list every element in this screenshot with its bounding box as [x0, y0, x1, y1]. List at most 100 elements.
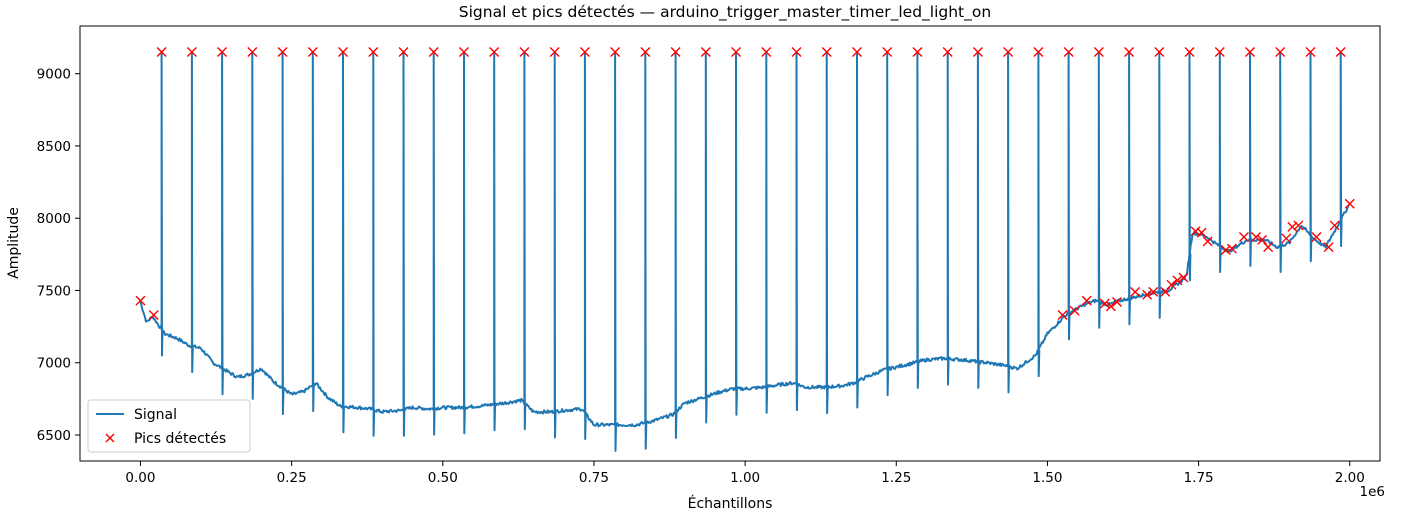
y-tick-label: 7000 — [37, 356, 71, 372]
peak-marker — [1275, 47, 1286, 58]
x-tick-label: 1.00 — [730, 470, 760, 486]
peak-marker — [700, 47, 711, 58]
peak-marker — [338, 47, 349, 58]
peak-marker — [1154, 47, 1165, 58]
peak-marker — [135, 295, 146, 306]
peak-marker — [186, 47, 197, 58]
peak-marker — [851, 47, 862, 58]
peak-marker — [489, 47, 500, 58]
y-tick-label: 7500 — [37, 283, 71, 299]
x-tick-label: 1.75 — [1184, 470, 1214, 486]
x-axis-offset-label: 1e6 — [1360, 484, 1385, 500]
peak-marker — [1263, 242, 1274, 253]
peak-marker — [1130, 286, 1141, 297]
peak-marker — [368, 47, 379, 58]
plot-frame — [79, 25, 1381, 462]
peak-marker — [307, 47, 318, 58]
x-tick-label: 0.00 — [125, 470, 155, 486]
peak-marker — [1063, 47, 1074, 58]
peak-marker — [1142, 289, 1153, 300]
legend-peaks-swatch — [105, 433, 115, 443]
peak-marker — [519, 47, 530, 58]
peak-marker — [821, 47, 832, 58]
legend-peaks-label: Pics détectés — [134, 431, 226, 447]
x-tick-label: 0.75 — [579, 470, 609, 486]
peak-marker — [156, 47, 167, 58]
y-tick-label: 9000 — [37, 67, 71, 83]
peak-marker — [1160, 286, 1171, 297]
peak-marker — [398, 47, 409, 58]
peak-marker — [1099, 298, 1110, 309]
peak-marker — [761, 47, 772, 58]
peak-marker — [942, 47, 953, 58]
peak-marker — [1202, 236, 1213, 247]
peak-marker — [610, 47, 621, 58]
y-tick-label: 6500 — [37, 428, 71, 444]
peak-marker — [1323, 242, 1334, 253]
peak-marker — [217, 47, 228, 58]
chart-title: Signal et pics détectés — arduino_trigge… — [459, 3, 991, 22]
peak-marker — [1190, 226, 1201, 237]
peak-marker — [458, 47, 469, 58]
peak-marker — [882, 47, 893, 58]
peak-marker — [1245, 47, 1255, 58]
peak-marker — [731, 47, 742, 58]
x-tick-label: 1.25 — [881, 470, 911, 486]
signal-line — [139, 51, 1350, 452]
peak-marker — [1251, 232, 1262, 242]
peak-marker — [1335, 47, 1346, 58]
y-axis: 6500 7000 7500 8000 8500 9000 — [37, 67, 80, 444]
peak-marker — [1124, 47, 1135, 58]
peak-marker — [1172, 275, 1183, 286]
x-tick-label: 0.50 — [428, 470, 458, 486]
peak-marker — [1220, 245, 1231, 255]
y-axis-label: Amplitude — [6, 207, 22, 279]
peak-marker — [1003, 47, 1014, 58]
legend-box — [87, 399, 251, 453]
peak-marker — [1069, 305, 1080, 316]
peak-marker — [1033, 47, 1044, 58]
x-tick-label: 0.25 — [277, 470, 307, 486]
peak-marker — [428, 47, 439, 58]
peak-marker — [1178, 272, 1189, 283]
peak-marker — [1287, 221, 1298, 232]
peak-marker — [1081, 295, 1092, 306]
peak-marker — [1257, 234, 1268, 245]
peak-marker — [1329, 220, 1340, 231]
peak-marker — [1344, 198, 1355, 209]
peak-marker — [1293, 220, 1304, 231]
peak-marker — [247, 47, 258, 58]
peak-marker — [1226, 243, 1237, 254]
peak-marker — [1214, 47, 1225, 58]
peak-marker — [912, 47, 923, 58]
peak-marker — [1057, 310, 1068, 321]
peak-marker — [549, 47, 560, 58]
peak-marker — [579, 47, 590, 58]
peak-marker — [277, 47, 288, 58]
peak-marker — [1311, 232, 1322, 242]
peak-marker — [1148, 286, 1159, 297]
peak-marker — [1166, 279, 1177, 290]
x-tick-label: 1.50 — [1032, 470, 1062, 486]
peak-marker — [1281, 233, 1292, 244]
peak-marker — [1184, 47, 1195, 58]
peak-marker — [1093, 47, 1104, 58]
peak-marker — [640, 47, 651, 58]
peak-marker — [791, 47, 802, 58]
y-tick-label: 8500 — [37, 139, 71, 155]
peak-marker — [1105, 301, 1116, 312]
legend-signal-label: Signal — [134, 407, 177, 423]
peak-marker — [148, 310, 159, 321]
peak-marker — [1305, 47, 1316, 58]
peak-marker — [670, 47, 681, 58]
x-axis: 0.00 0.25 0.50 0.75 1.00 1.25 1.50 1.75 2.00 — [125, 461, 1365, 486]
peak-marker — [1196, 227, 1207, 238]
peak-marker — [1238, 232, 1249, 242]
plot-area — [135, 47, 1355, 452]
y-tick-label: 8000 — [37, 211, 71, 227]
peak-marker — [972, 47, 983, 58]
x-axis-label: Échantillons — [688, 495, 773, 512]
x-tick-label: 2.00 — [1335, 470, 1365, 486]
legend: Signal Pics détectés — [87, 399, 251, 453]
